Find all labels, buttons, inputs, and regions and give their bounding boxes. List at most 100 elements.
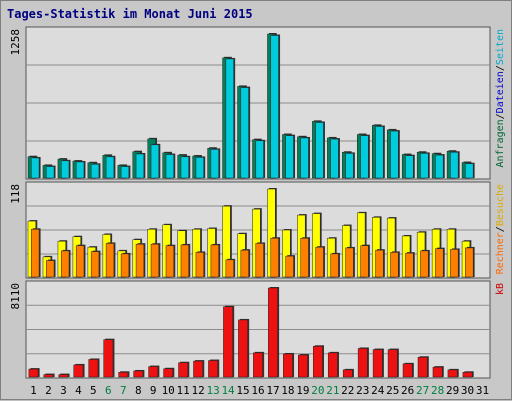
bar-visits-rechner-day-10 [165,245,175,278]
bar-requests-dateien-day-24 [375,126,384,179]
bar-kb-kb-day-21 [327,352,338,378]
bar-requests-dateien-day-7 [120,166,130,179]
bar-requests-dateien-day-30 [465,163,474,179]
bar-requests-dateien-day-28 [435,154,444,179]
bar-visits-rechner-day-2 [46,260,55,278]
bar-kb-kb-day-24 [372,349,383,378]
bar-requests-dateien-day-26 [405,155,414,179]
bar-kb-kb-day-7 [118,372,129,378]
x-tick-label-day-18: 18 [281,384,294,397]
bar-visits-rechner-day-11 [180,244,190,278]
legend-entry: Besuche [495,184,506,226]
bar-kb-kb-day-18 [283,353,293,378]
x-tick-label-day-16: 16 [251,384,264,397]
bar-requests-dateien-day-12 [195,157,204,179]
bar-requests-dateien-day-22 [345,153,354,179]
bar-kb-kb-day-14 [223,306,233,378]
max-label-requests: 1258 [9,29,22,56]
legend-entry: Rechner [495,232,506,274]
bar-requests-dateien-day-14 [225,58,234,179]
bar-kb-kb-day-9 [148,366,159,378]
legend-entry: / [495,226,506,232]
bar-requests-dateien-day-16 [255,140,264,179]
bar-kb-kb-day-23 [357,348,368,378]
x-tick-label-day-23: 23 [356,384,369,397]
x-tick-label-day-13: 13 [206,384,219,397]
legend-requests: Anfragen/Dateien/Seiten [495,29,506,168]
bar-kb-kb-day-5 [88,359,99,378]
bar-kb-kb-day-22 [342,369,353,378]
bar-kb-kb-day-1 [28,368,39,378]
bar-requests-dateien-day-8 [135,153,145,179]
bar-visits-rechner-day-6 [105,243,115,278]
x-tick-label-day-31: 31 [476,384,489,397]
bar-kb-kb-day-13 [208,360,218,378]
bar-requests-dateien-day-13 [210,149,219,179]
bar-visits-rechner-day-4 [75,245,85,278]
bar-visits-rechner-day-29 [450,249,459,278]
bar-requests-dateien-day-23 [360,135,369,179]
bar-kb-kb-day-20 [312,346,323,378]
bar-visits-rechner-day-24 [375,249,384,278]
x-tick-label-day-26: 26 [401,384,414,397]
bar-kb-kb-day-30 [462,372,473,378]
x-tick-label-day-2: 2 [45,384,52,397]
bar-kb-kb-day-4 [73,364,84,378]
bar-kb-kb-day-28 [432,366,443,378]
bar-kb-kb-day-26 [402,363,413,378]
bar-requests-dateien-day-21 [330,138,339,179]
x-tick-label-day-21: 21 [326,384,339,397]
bar-visits-rechner-day-20 [315,246,324,278]
bar-visits-rechner-day-18 [285,255,294,278]
legend-entry: / [495,65,506,71]
x-tick-label-day-3: 3 [60,384,67,397]
bar-visits-rechner-day-23 [360,245,369,278]
bar-requests-dateien-day-27 [420,153,429,179]
bar-kb-kb-day-15 [238,319,248,378]
bar-visits-rechner-day-21 [330,253,339,278]
x-tick-label-day-10: 10 [162,384,175,397]
bar-requests-dateien-day-6 [105,156,115,179]
bar-visits-rechner-day-7 [120,253,130,278]
bar-requests-dateien-day-15 [240,87,249,179]
bar-kb-kb-day-29 [447,369,458,378]
bar-kb-kb-day-12 [193,360,204,378]
x-tick-label-day-22: 22 [341,384,354,397]
x-tick-label-day-24: 24 [371,384,385,397]
bar-visits-rechner-day-14 [225,259,234,278]
bar-kb-kb-day-6 [103,339,114,378]
x-tick-label-day-7: 7 [120,384,127,397]
bar-requests-dateien-day-3 [60,160,70,179]
bar-kb-kb-day-19 [298,354,308,378]
x-tick-label-day-17: 17 [266,384,279,397]
x-tick-label-day-8: 8 [135,384,142,397]
legend-entry: Dateien [495,71,506,113]
bar-visits-rechner-day-22 [345,247,354,278]
bar-kb-kb-day-27 [417,356,428,378]
bar-kb-kb-day-11 [178,362,189,378]
chart-title: Tages-Statistik im Monat Juni 2015 [7,7,253,21]
x-tick-label-day-27: 27 [416,384,429,397]
bar-requests-dateien-day-20 [315,122,324,179]
bar-requests-dateien-day-4 [75,161,85,179]
bar-requests-dateien-day-19 [300,137,309,179]
bar-visits-rechner-day-26 [405,252,414,278]
bar-kb-kb-day-16 [253,352,263,378]
legend-entry: Anfragen [495,119,506,167]
x-tick-label-day-1: 1 [30,384,37,397]
x-tick-label-day-19: 19 [296,384,309,397]
legend-entry: / [495,113,506,119]
max-label-kb: 8110 [9,283,22,310]
bar-visits-rechner-day-13 [210,244,219,278]
x-tick-label-day-25: 25 [386,384,399,397]
bar-visits-rechner-day-1 [31,229,40,278]
x-tick-label-day-15: 15 [236,384,249,397]
x-tick-label-day-29: 29 [446,384,459,397]
bar-visits-rechner-day-8 [135,243,145,278]
x-tick-label-day-9: 9 [150,384,157,397]
x-tick-label-day-30: 30 [461,384,474,397]
x-tick-label-day-11: 11 [177,384,190,397]
x-tick-label-day-6: 6 [105,384,112,397]
